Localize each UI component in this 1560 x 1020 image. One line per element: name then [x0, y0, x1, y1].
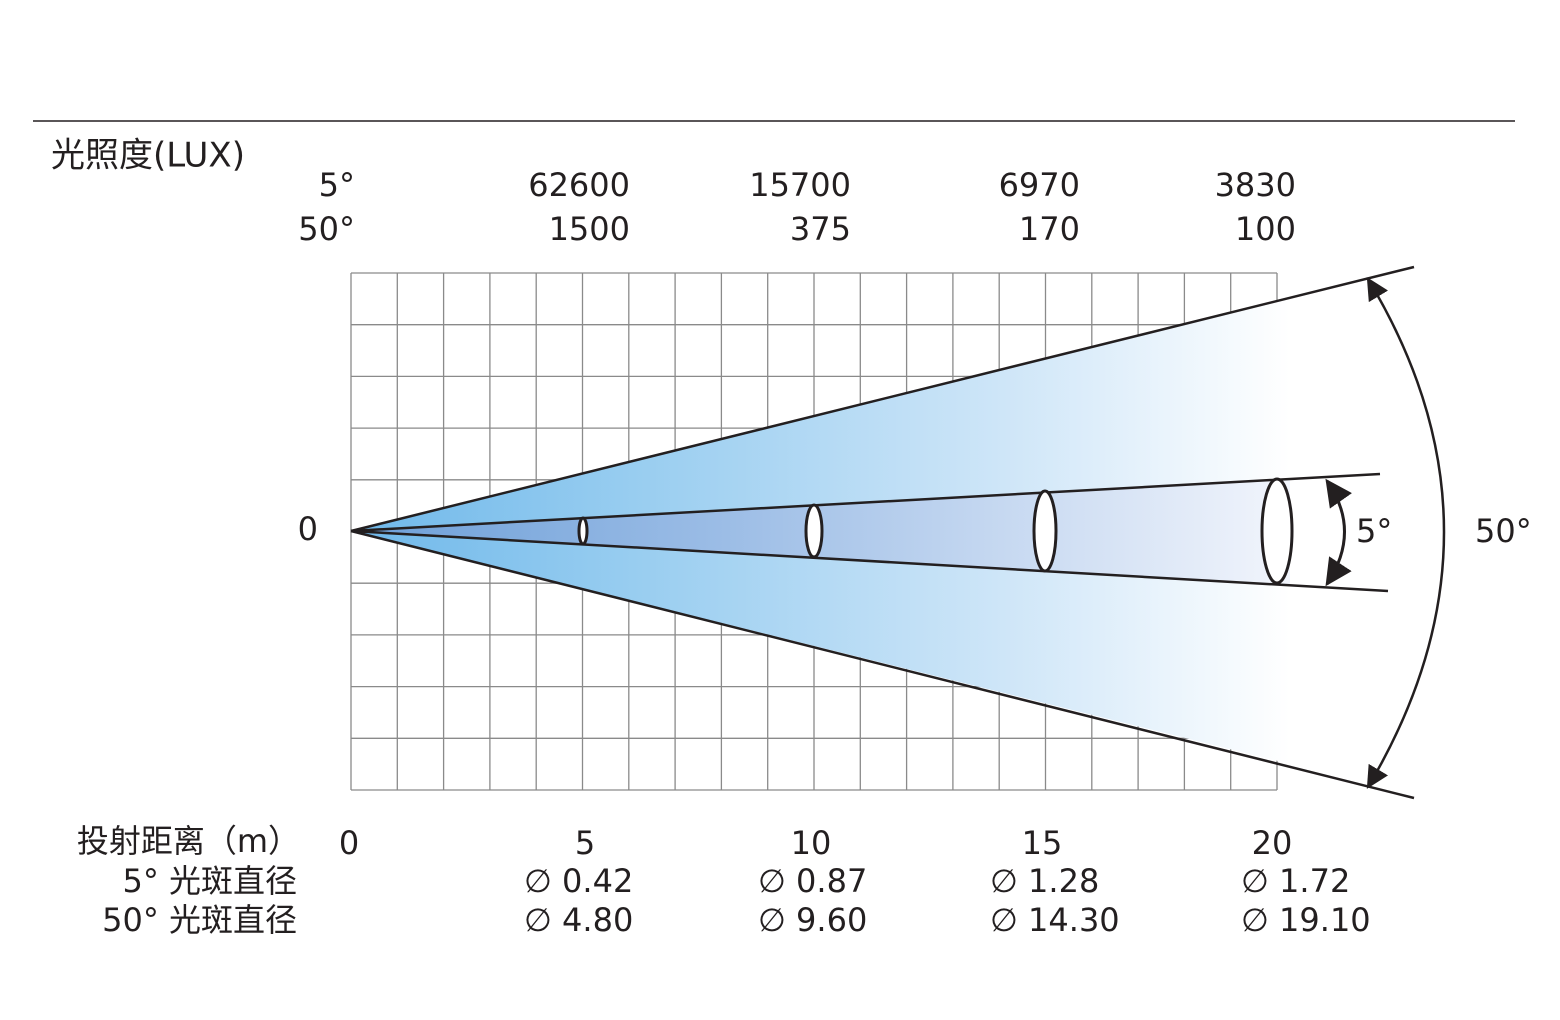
- diameter-label: 50° 光斑直径: [102, 901, 297, 939]
- diameter-value: ∅ 9.60: [758, 901, 867, 939]
- wide-angle-arc: [1366, 277, 1446, 789]
- distance-label: 投射距离（m）: [77, 822, 300, 860]
- diameter-value: ∅ 1.72: [1241, 862, 1350, 900]
- narrow-angle-arc: [1325, 478, 1352, 587]
- diameter-value: ∅ 1.28: [990, 862, 1099, 900]
- wide-edge: [350, 265, 1415, 533]
- spot: [804, 503, 824, 559]
- narrow-edge: [350, 472, 1381, 533]
- narrow-edge: [350, 529, 1389, 593]
- spot: [1260, 477, 1294, 585]
- wide-edge: [350, 529, 1415, 800]
- diameter-value: ∅ 19.10: [1241, 901, 1371, 939]
- distance-value: 0: [339, 824, 359, 862]
- diameter-value: ∅ 0.42: [524, 862, 633, 900]
- lux-value: 62600: [528, 166, 630, 204]
- lux-value: 6970: [999, 166, 1080, 204]
- row-label: 50°: [298, 210, 355, 248]
- diameter-value: ∅ 0.87: [758, 862, 867, 900]
- diameter-label: 5° 光斑直径: [122, 862, 297, 900]
- spot: [577, 516, 589, 546]
- lux-value: 375: [790, 210, 851, 248]
- lux-value: 1500: [549, 210, 630, 248]
- wide-angle-label: 50°: [1475, 512, 1532, 550]
- beam-lines: [350, 265, 1415, 800]
- lux-value: 3830: [1215, 166, 1296, 204]
- diameter-value: ∅ 4.80: [524, 901, 633, 939]
- lux-value: 15700: [749, 166, 851, 204]
- distance-value: 10: [791, 824, 832, 862]
- narrow-angle-label: 5°: [1356, 512, 1392, 550]
- distance-value: 15: [1022, 824, 1063, 862]
- row-label: 5°: [319, 166, 355, 204]
- illuminance-title: 光照度(LUX): [51, 136, 245, 176]
- distance-value: 20: [1252, 824, 1293, 862]
- lux-value: 100: [1235, 210, 1296, 248]
- diameter-value: ∅ 14.30: [990, 901, 1120, 939]
- spots: [577, 477, 1294, 585]
- distance-value: 5: [575, 824, 595, 862]
- lux-value: 170: [1019, 210, 1080, 248]
- origin-label: 0: [298, 510, 318, 548]
- spot: [1032, 489, 1058, 573]
